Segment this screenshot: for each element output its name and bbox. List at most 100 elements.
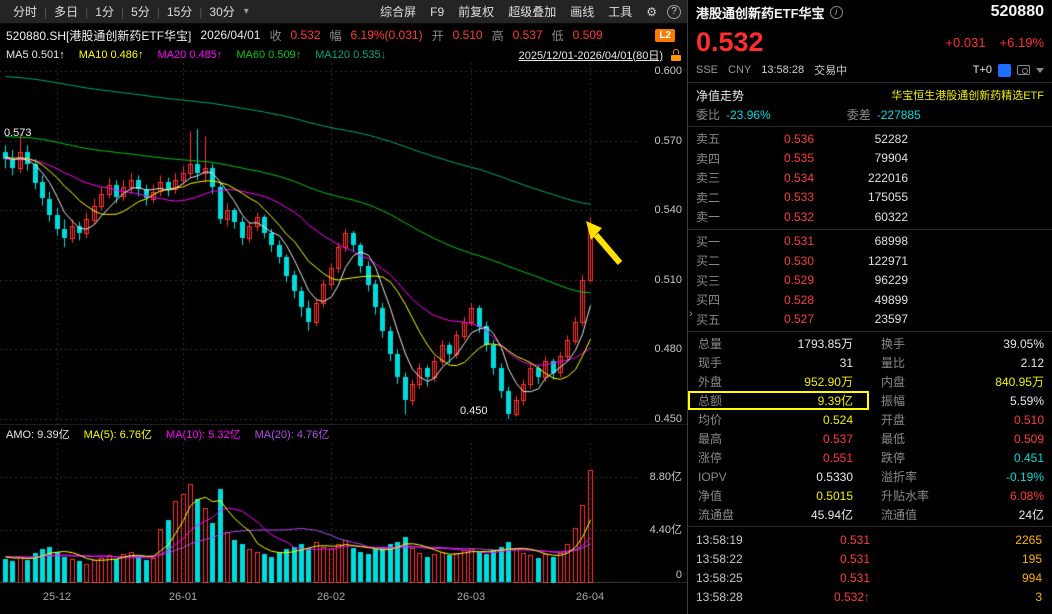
tick-volume: 195: [1021, 551, 1042, 566]
ask-row[interactable]: 卖二 0.533 175055: [688, 188, 1052, 208]
ma-value: MA5 0.501↑: [6, 48, 65, 61]
price-axis-label: 0.510: [654, 274, 682, 286]
volume-chart[interactable]: 8.80亿 4.40亿 0: [0, 443, 687, 583]
bid-row[interactable]: 买二 0.530 122971: [688, 251, 1052, 271]
bid-row[interactable]: 买四 0.528 49899: [688, 290, 1052, 310]
amo-value: MA(5): 6.76亿: [83, 429, 153, 441]
date-label: 2026/04/01: [200, 28, 261, 42]
tick-price: 0.531: [839, 551, 870, 566]
period-tab[interactable]: 15分: [166, 5, 193, 19]
stat-value: 31: [839, 355, 853, 370]
stat-left: 最高 0.537: [688, 429, 869, 448]
period-tab[interactable]: 分时: [13, 5, 38, 19]
panel-collapse-handle[interactable]: ›: [689, 308, 693, 320]
amo-value: MA(10): 5.32亿: [166, 429, 241, 441]
help-icon[interactable]: ?: [667, 4, 681, 19]
toolbar-tool[interactable]: 画线: [570, 5, 595, 19]
nav-trend-label[interactable]: 净值走势: [696, 88, 745, 103]
tick-time: 13:58:25: [696, 570, 743, 585]
volume-axis-label: 4.40亿: [649, 524, 682, 536]
toolbar-tool[interactable]: 工具: [608, 5, 633, 19]
toolbar-tool[interactable]: 超级叠加: [508, 5, 557, 19]
stat-right: 量比 2.12: [869, 353, 1052, 372]
panel-menu-icon[interactable]: [1036, 67, 1044, 73]
tick-price: 0.531: [839, 570, 870, 585]
stat-label: 流通盘: [698, 508, 735, 522]
time-axis: 25-12 26-01 26-02 26-03 26-04: [0, 583, 687, 614]
order-volume: 23597: [874, 312, 908, 327]
order-label: 买四: [696, 293, 721, 308]
toolbar-tool[interactable]: 前复权: [458, 5, 495, 19]
volume-axis-label: 8.80亿: [649, 471, 682, 483]
period-tabs: 分时 | 多日 | 1分 | 5分 | 15分 | 30分: [6, 3, 242, 20]
tab-separator: |: [199, 4, 203, 19]
amo-value: MA(20): 4.76亿: [254, 429, 330, 441]
period-dropdown-icon[interactable]: ▾: [243, 6, 249, 17]
ask-row[interactable]: 卖一 0.532 60322: [688, 207, 1052, 227]
bid-row[interactable]: 买一 0.531 68998: [688, 232, 1052, 252]
stat-right: 升贴水率 6.08%: [869, 486, 1052, 505]
period-tab[interactable]: 多日: [54, 5, 79, 19]
level2-badge[interactable]: L2: [655, 28, 675, 42]
stat-value: 45.94亿: [810, 508, 853, 522]
toolbar-tool[interactable]: F9: [430, 4, 445, 19]
stat-left: IOPV 0.5330: [688, 467, 869, 486]
candlestick-chart[interactable]: 0.600 0.570 0.540 0.510 0.480 0.450 0.573 0.4…: [0, 63, 687, 425]
last-price: 0.532: [696, 27, 764, 57]
bid-row[interactable]: 买三 0.529 96229: [688, 271, 1052, 291]
tick-price: 0.532↑: [833, 589, 870, 604]
info-icon[interactable]: i: [829, 5, 843, 19]
weibi-label: 委比: [696, 108, 721, 122]
date-range-link[interactable]: 2025/12/01-2026/04/01(80日): [518, 49, 663, 62]
order-price: 0.536: [783, 131, 814, 146]
camera-icon[interactable]: [1017, 65, 1030, 75]
order-label: 买五: [696, 312, 721, 327]
period-tab[interactable]: 30分: [209, 5, 235, 19]
stat-label: 内盘: [881, 375, 906, 389]
period-tab[interactable]: 5分: [131, 5, 150, 19]
lock-icon[interactable]: [671, 48, 681, 61]
bid-row[interactable]: 买五 0.527 23597: [688, 310, 1052, 330]
stat-value: 840.95万: [995, 375, 1044, 389]
volume-legend-bar: AMO: 9.39亿 MA(5): 6.76亿 MA(10): 5.32亿 MA(20…: [0, 425, 687, 443]
time-axis-label: 26-01: [168, 591, 198, 603]
ask-row[interactable]: 卖三 0.534 222016: [688, 168, 1052, 188]
stat-value: 0.5015: [816, 488, 853, 503]
stat-label: 开盘: [881, 413, 906, 427]
order-price: 0.531: [783, 234, 814, 249]
stat-right: 最低 0.509: [869, 429, 1052, 448]
order-price: 0.534: [783, 170, 814, 185]
tick-list[interactable]: 13:58:19 0.531 2265 13:58:22 0.531 195 13:58:2…: [688, 530, 1052, 606]
stat-value: 0.5330: [816, 469, 853, 484]
ask-levels: 卖五 0.536 52282 卖四 0.535 79904 卖三 0.534 222016 卖二 0…: [688, 129, 1052, 227]
price-change: +0.031: [945, 34, 986, 50]
stat-label: 升贴水率: [881, 489, 930, 503]
order-volume: 68998: [874, 234, 908, 249]
close-label: 收: [269, 28, 282, 43]
price-axis-label: 0.570: [654, 135, 682, 147]
ma-value: MA20 0.485↑: [157, 48, 223, 61]
trading-status: 交易中: [814, 65, 848, 77]
ma-values: MA5 0.501↑ MA10 0.486↑ MA20 0.485↑ MA60 0.5…: [6, 49, 386, 61]
gear-icon[interactable]: ⚙: [646, 4, 657, 19]
order-label: 卖四: [696, 151, 721, 166]
stat-right: 换手 39.05%: [869, 334, 1052, 353]
toolbar-tool[interactable]: 综合屏: [380, 5, 417, 19]
ask-row[interactable]: 卖五 0.536 52282: [688, 129, 1052, 149]
stat-label: 涨停: [698, 451, 723, 465]
order-label: 买一: [696, 234, 721, 249]
stat-value: 0.510: [1013, 412, 1044, 427]
order-label: 卖五: [696, 132, 721, 147]
stat-value: 2.12: [1020, 355, 1044, 370]
ask-row[interactable]: 卖四 0.535 79904: [688, 149, 1052, 169]
tick-time: 13:58:19: [696, 532, 743, 547]
stat-value: 0.524: [822, 412, 853, 427]
price-axis-label: 0.540: [654, 204, 682, 216]
blue-badge-icon[interactable]: [998, 63, 1011, 77]
stock-code: 520880: [990, 3, 1044, 20]
period-tab[interactable]: 1分: [95, 5, 114, 19]
stat-label: 振幅: [881, 394, 906, 408]
order-volume: 122971: [867, 253, 908, 268]
weibi-value: -23.96%: [726, 107, 771, 122]
